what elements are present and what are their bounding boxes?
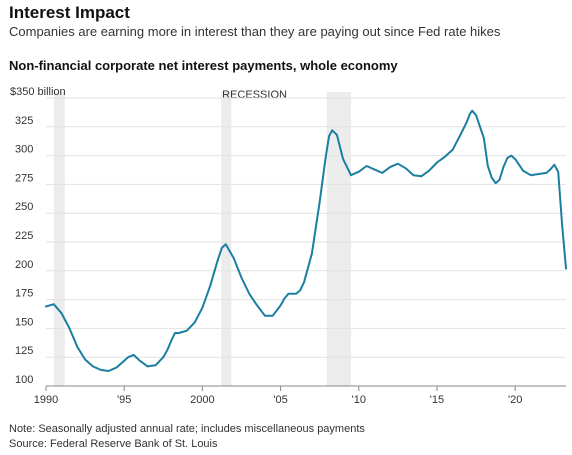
y-tick-label: 150 — [15, 316, 33, 328]
y-tick-label: 225 — [15, 230, 33, 242]
y-tick-label: 100 — [15, 374, 33, 386]
x-tick-label: '10 — [352, 394, 366, 406]
recession-band — [221, 92, 232, 386]
x-tick-label: '20 — [508, 394, 522, 406]
source-note: Source: Federal Reserve Bank of St. Loui… — [9, 438, 218, 450]
y-tick-label: 275 — [15, 172, 33, 184]
y-tick-label: 250 — [15, 201, 33, 213]
y-tick-label: 175 — [15, 288, 33, 300]
series-layer — [45, 109, 567, 372]
recession-label: RECESSION — [222, 89, 287, 101]
x-tick-label: 2000 — [190, 394, 214, 406]
y-tick-label: $350 billion — [10, 86, 66, 98]
x-tick-label: '05 — [273, 394, 287, 406]
recession-band — [326, 92, 351, 386]
footnote: Note: Seasonally adjusted annual rate; i… — [9, 423, 365, 435]
gridlines: 100 125 150 175 200 225 250 275 300 325 $350 billi… — [10, 86, 566, 386]
plot-title: Non-financial corporate net interest pay… — [9, 58, 398, 73]
y-tick-label: 325 — [15, 115, 33, 127]
chart-title: Interest Impact — [9, 3, 130, 22]
x-tick-label: '15 — [430, 394, 444, 406]
series-line — [45, 109, 567, 372]
y-tick-label: 200 — [15, 259, 33, 271]
y-tick-label: 125 — [15, 345, 33, 357]
recession-bands: RECESSION — [53, 89, 351, 386]
axes: 1990 '95 2000 '05 '10 '15 '20 — [34, 385, 566, 406]
recession-band — [53, 92, 65, 386]
x-tick-label: 1990 — [34, 394, 58, 406]
chart-subtitle: Companies are earning more in interest t… — [9, 24, 501, 39]
x-tick-label: '95 — [117, 394, 131, 406]
y-tick-label: 300 — [15, 144, 33, 156]
